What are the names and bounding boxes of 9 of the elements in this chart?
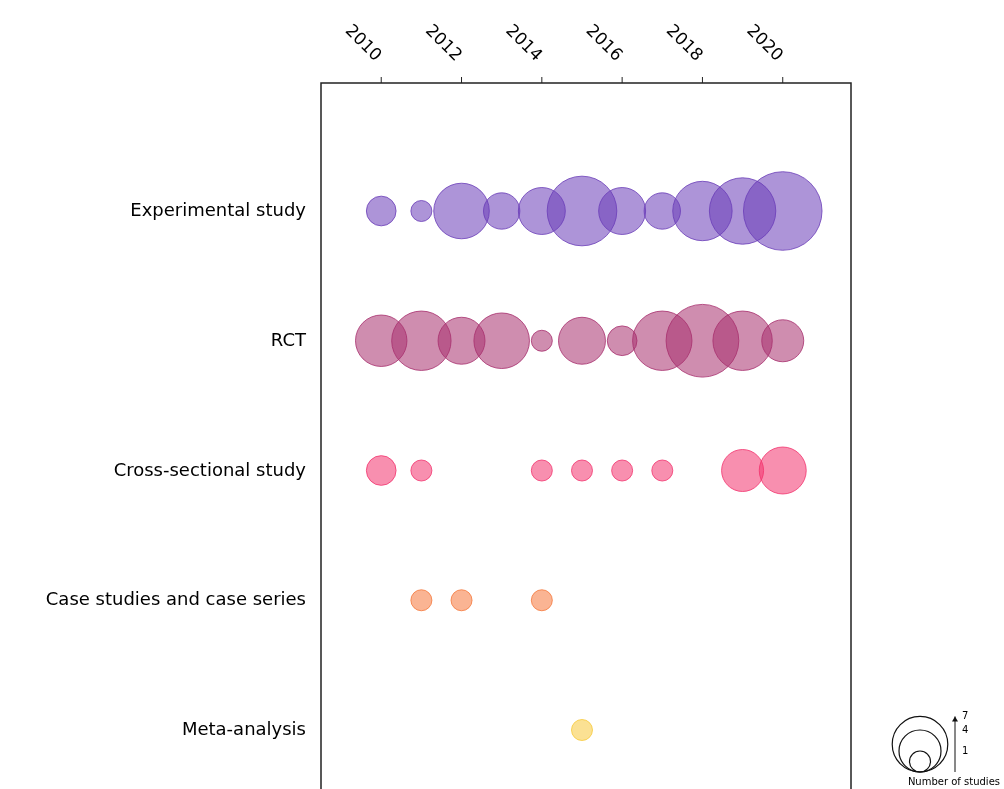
- text: Number of studies: [907, 776, 1000, 787]
- y-tick-label: Experimental study: [130, 199, 307, 220]
- legend-label: 4: [962, 724, 969, 735]
- legend-label: 7: [962, 710, 969, 722]
- legend-label: 1: [962, 745, 969, 756]
- y-tick-label: Case studies and case series: [45, 588, 306, 610]
- y-tick-label: Meta-analysis: [181, 718, 306, 739]
- y-tick-label: RCT: [270, 328, 307, 350]
- y-tick-label: Cross-sectional study: [113, 458, 307, 480]
